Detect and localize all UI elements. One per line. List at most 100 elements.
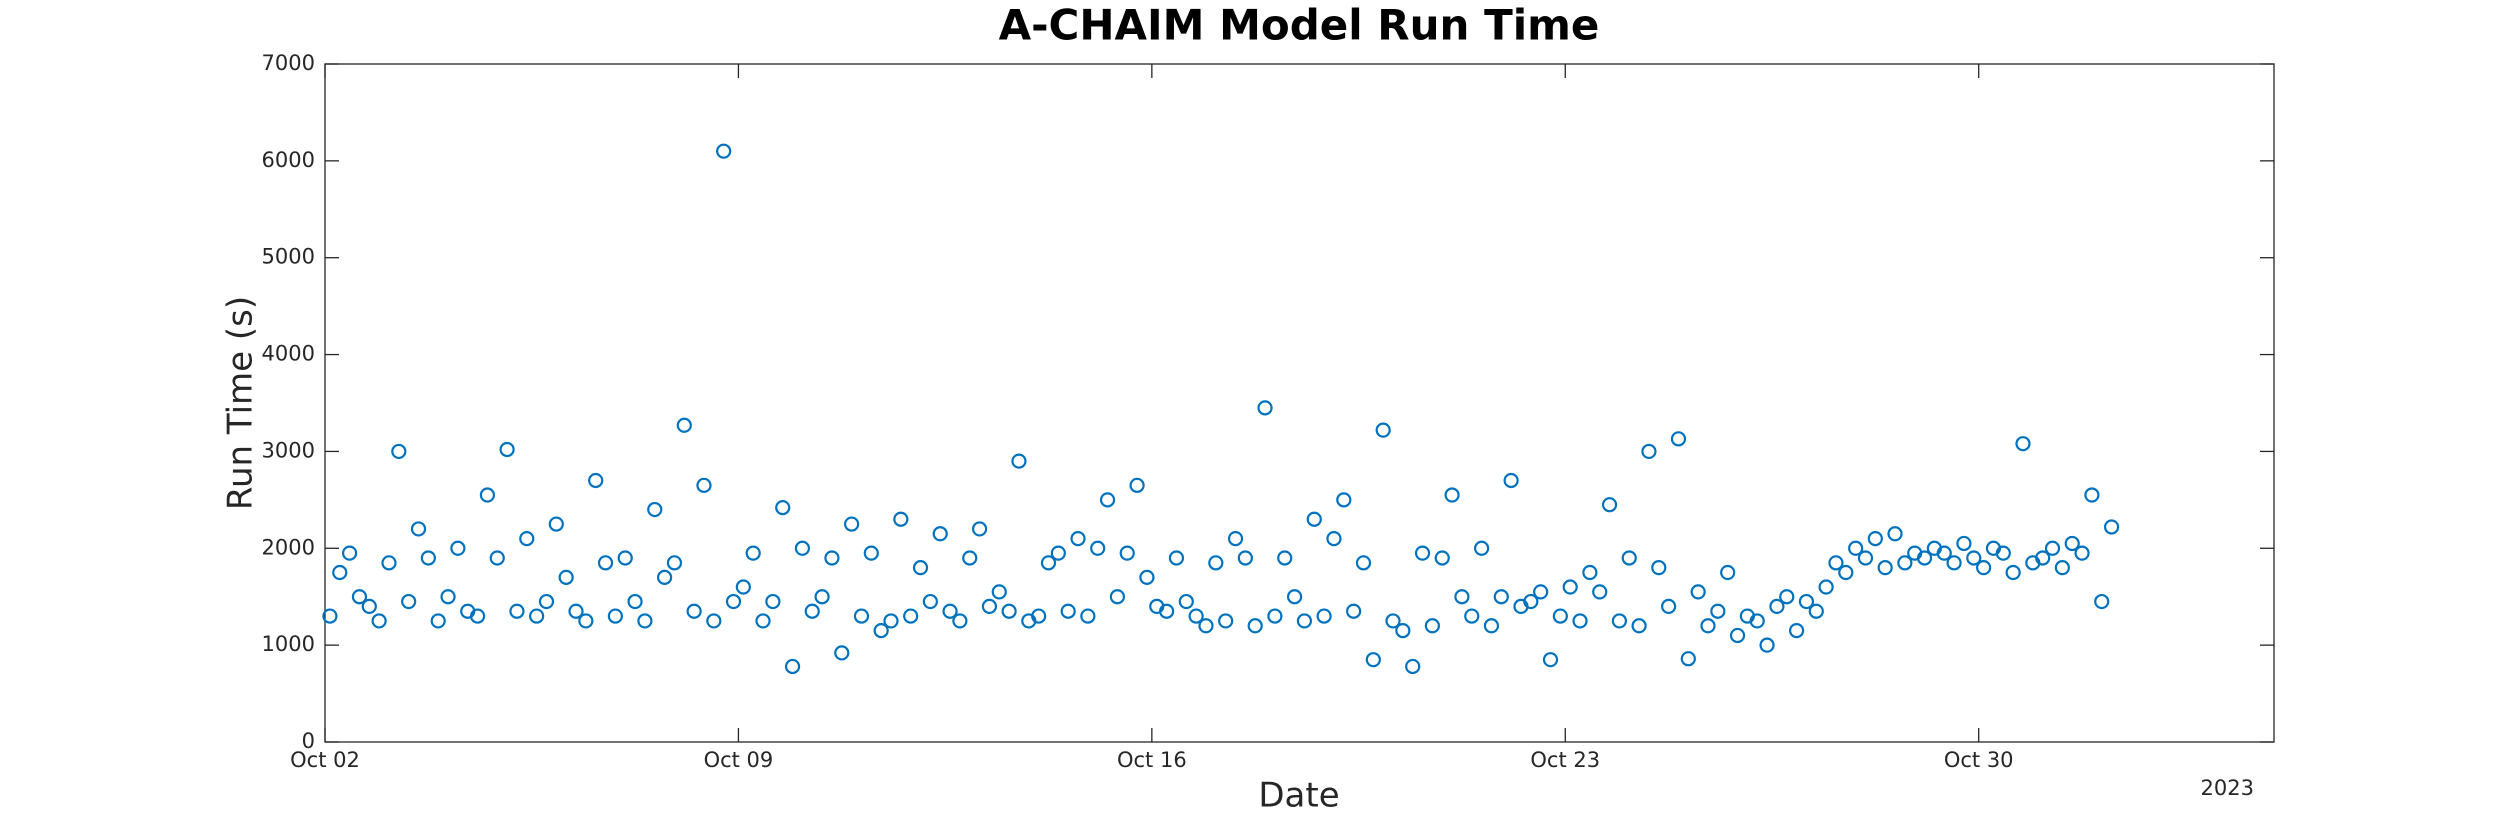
- scatter-point: [735, 579, 751, 595]
- scatter-point: [2035, 550, 2051, 566]
- scatter-point: [863, 545, 879, 561]
- x-tick-label: Oct 09: [704, 748, 774, 772]
- scatter-point: [942, 603, 958, 619]
- scatter-point: [1749, 613, 1765, 629]
- scatter-point: [647, 501, 663, 518]
- scatter-point: [1572, 613, 1588, 629]
- scatter-point: [716, 143, 732, 159]
- y-tick-label: 7000: [262, 51, 315, 75]
- scatter-point: [1395, 623, 1411, 639]
- y-axis-label: Run Time (s): [221, 296, 261, 510]
- scatter-point: [1424, 618, 1440, 634]
- scatter-point: [361, 598, 377, 615]
- scatter-point: [1031, 608, 1047, 624]
- scatter-point: [912, 560, 929, 576]
- scatter-point: [1956, 535, 1972, 552]
- scatter-point: [450, 540, 466, 556]
- scatter-point: [1966, 550, 1982, 566]
- scatter-point: [1769, 598, 1785, 615]
- scatter-point: [804, 603, 820, 619]
- scatter-point: [410, 521, 427, 537]
- x-tick-label: Oct 23: [1530, 748, 1600, 772]
- scatter-point: [1848, 540, 1864, 556]
- y-tick-label: 1000: [262, 632, 315, 656]
- scatter-point: [706, 613, 722, 629]
- x-tick-label: Oct 30: [1944, 748, 2014, 772]
- scatter-point: [1326, 530, 1342, 547]
- scatter-point: [834, 645, 850, 661]
- scatter-point: [1277, 550, 1293, 566]
- scatter-point: [1247, 618, 1263, 634]
- scatter-point: [1227, 530, 1244, 547]
- scatter-point: [430, 613, 446, 629]
- scatter-point: [1729, 627, 1746, 644]
- scatter-point: [440, 589, 456, 605]
- scatter-point: [568, 603, 584, 619]
- scatter-point: [2064, 535, 2080, 552]
- y-tick-label: 6000: [262, 148, 315, 172]
- x-year-label: 2023: [2201, 776, 2254, 800]
- scatter-point: [558, 569, 574, 585]
- scatter-point: [1188, 608, 1204, 624]
- scatter-point: [1336, 492, 1352, 508]
- scatter-point: [1050, 545, 1066, 561]
- scatter-point: [1365, 652, 1381, 668]
- scatter-point: [1533, 584, 1549, 600]
- scatter-point: [1562, 579, 1578, 595]
- scatter-point: [2074, 545, 2090, 561]
- scatter-point: [745, 545, 761, 561]
- scatter-point: [1601, 497, 1618, 513]
- scatter-point: [1661, 598, 1677, 615]
- x-tick-label: Oct 02: [290, 748, 360, 772]
- scatter-point: [2005, 564, 2021, 581]
- scatter-point: [1828, 555, 1844, 571]
- scatter-point: [2054, 560, 2070, 576]
- scatter-point: [696, 477, 712, 493]
- scatter-point: [2103, 519, 2120, 535]
- scatter-point: [1857, 550, 1874, 566]
- scatter-point: [1838, 564, 1854, 581]
- scatter-point: [1198, 618, 1214, 634]
- scatter-point: [489, 550, 505, 566]
- scatter-point: [1759, 637, 1775, 653]
- scatter-point: [1119, 545, 1135, 561]
- scatter-point: [824, 550, 840, 566]
- scatter-point: [1542, 652, 1559, 668]
- scatter-point: [607, 608, 623, 624]
- scatter-point: [1720, 564, 1736, 581]
- x-tick-label: Oct 16: [1117, 748, 1187, 772]
- scatter-point: [794, 540, 811, 556]
- scatter-point: [1936, 545, 1952, 561]
- scatter-point: [420, 550, 436, 566]
- x-axis-label: Date: [1258, 776, 1339, 816]
- scatter-point: [1483, 618, 1500, 634]
- y-tick-label: 3000: [262, 438, 315, 462]
- scatter-point: [893, 511, 909, 527]
- scatter-point: [1346, 603, 1362, 619]
- scatter-point: [1946, 555, 1962, 571]
- scatter-point: [1434, 550, 1450, 566]
- scatter-point: [1995, 545, 2011, 561]
- scatter-point: [578, 613, 594, 629]
- scatter-point: [1916, 550, 1933, 566]
- scatter-point: [479, 487, 496, 503]
- scatter-point: [381, 555, 397, 571]
- scatter-point: [1109, 589, 1125, 605]
- scatter-point: [981, 598, 998, 615]
- scatter-point: [971, 521, 988, 537]
- scatter-point: [548, 516, 564, 532]
- scatter-point: [351, 589, 368, 605]
- scatter-point: [1552, 608, 1568, 624]
- scatter-point: [1631, 618, 1647, 634]
- scatter-point: [962, 550, 978, 566]
- scatter-point: [1788, 623, 1805, 639]
- scatter-point: [1523, 593, 1539, 610]
- scatter-point: [1129, 477, 1145, 493]
- scatter-point: [1464, 608, 1480, 624]
- scatter-point: [784, 658, 801, 675]
- scatter-point: [342, 545, 358, 561]
- scatter-point: [932, 526, 948, 542]
- scatter-point: [1641, 443, 1657, 460]
